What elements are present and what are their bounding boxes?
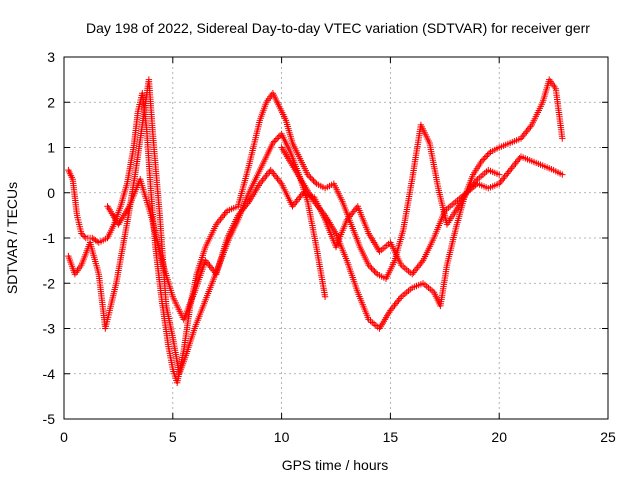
data-point — [81, 233, 88, 240]
data-point — [78, 230, 85, 237]
data-point — [79, 231, 87, 239]
data-point — [559, 135, 566, 142]
x-tick-label: 10 — [274, 429, 290, 445]
data-point — [481, 154, 488, 162]
data-point — [516, 155, 523, 162]
data-point — [275, 133, 282, 141]
y-tick-label: -4 — [43, 366, 56, 382]
data-point — [480, 156, 487, 163]
data-point — [311, 179, 319, 186]
data-point — [366, 263, 374, 270]
data-point — [307, 174, 314, 181]
plot-border — [63, 56, 609, 420]
x-tick-label: 25 — [600, 429, 616, 445]
y-axis-label: SDTVAR / TECUs — [4, 182, 20, 294]
y-tick-label: 0 — [47, 185, 55, 201]
x-tick-label: 15 — [383, 429, 399, 445]
y-tick-label: 1 — [47, 140, 55, 156]
data-points — [65, 76, 566, 386]
y-tick-label: -3 — [43, 321, 56, 337]
data-point — [310, 177, 317, 184]
data-point — [478, 157, 485, 165]
x-tick-label: 5 — [169, 429, 177, 445]
y-tick-label: -5 — [43, 411, 56, 427]
y-tick-label: -2 — [43, 275, 56, 291]
data-point — [306, 173, 313, 180]
data-point — [272, 136, 279, 144]
data-point — [304, 171, 311, 178]
y-tick-label: 2 — [47, 94, 55, 110]
data-point — [298, 191, 306, 198]
data-point — [496, 171, 503, 178]
y-tick-label: -1 — [43, 230, 56, 246]
series-track-b — [65, 76, 329, 377]
y-tick-label: 3 — [47, 49, 55, 65]
data-point — [321, 293, 329, 300]
grid — [64, 57, 608, 419]
series-track-c — [278, 76, 566, 332]
data-point — [308, 176, 316, 183]
data-point — [482, 153, 490, 160]
series-track-d — [104, 166, 503, 323]
data-point — [365, 261, 372, 269]
data-point — [369, 266, 377, 273]
chart-title: Day 198 of 2022, Sidereal Day-to-day VTE… — [86, 20, 590, 36]
data-point — [368, 265, 375, 272]
data-point — [484, 151, 491, 159]
data-point — [372, 269, 380, 276]
data-point — [485, 150, 493, 157]
x-tick-label: 0 — [60, 429, 68, 445]
axis-ticks: 0 5 10 15 20 25 -5 -4 -3 -2 -1 0 1 2 3 — [43, 49, 616, 445]
x-tick-label: 20 — [491, 429, 507, 445]
data-point — [371, 268, 378, 275]
data-point — [269, 139, 277, 147]
data-point — [222, 209, 229, 216]
data-point — [271, 138, 278, 145]
data-point — [274, 135, 281, 142]
x-axis-label: GPS time / hours — [282, 457, 389, 473]
data-point — [559, 171, 566, 178]
data-point — [89, 234, 96, 242]
